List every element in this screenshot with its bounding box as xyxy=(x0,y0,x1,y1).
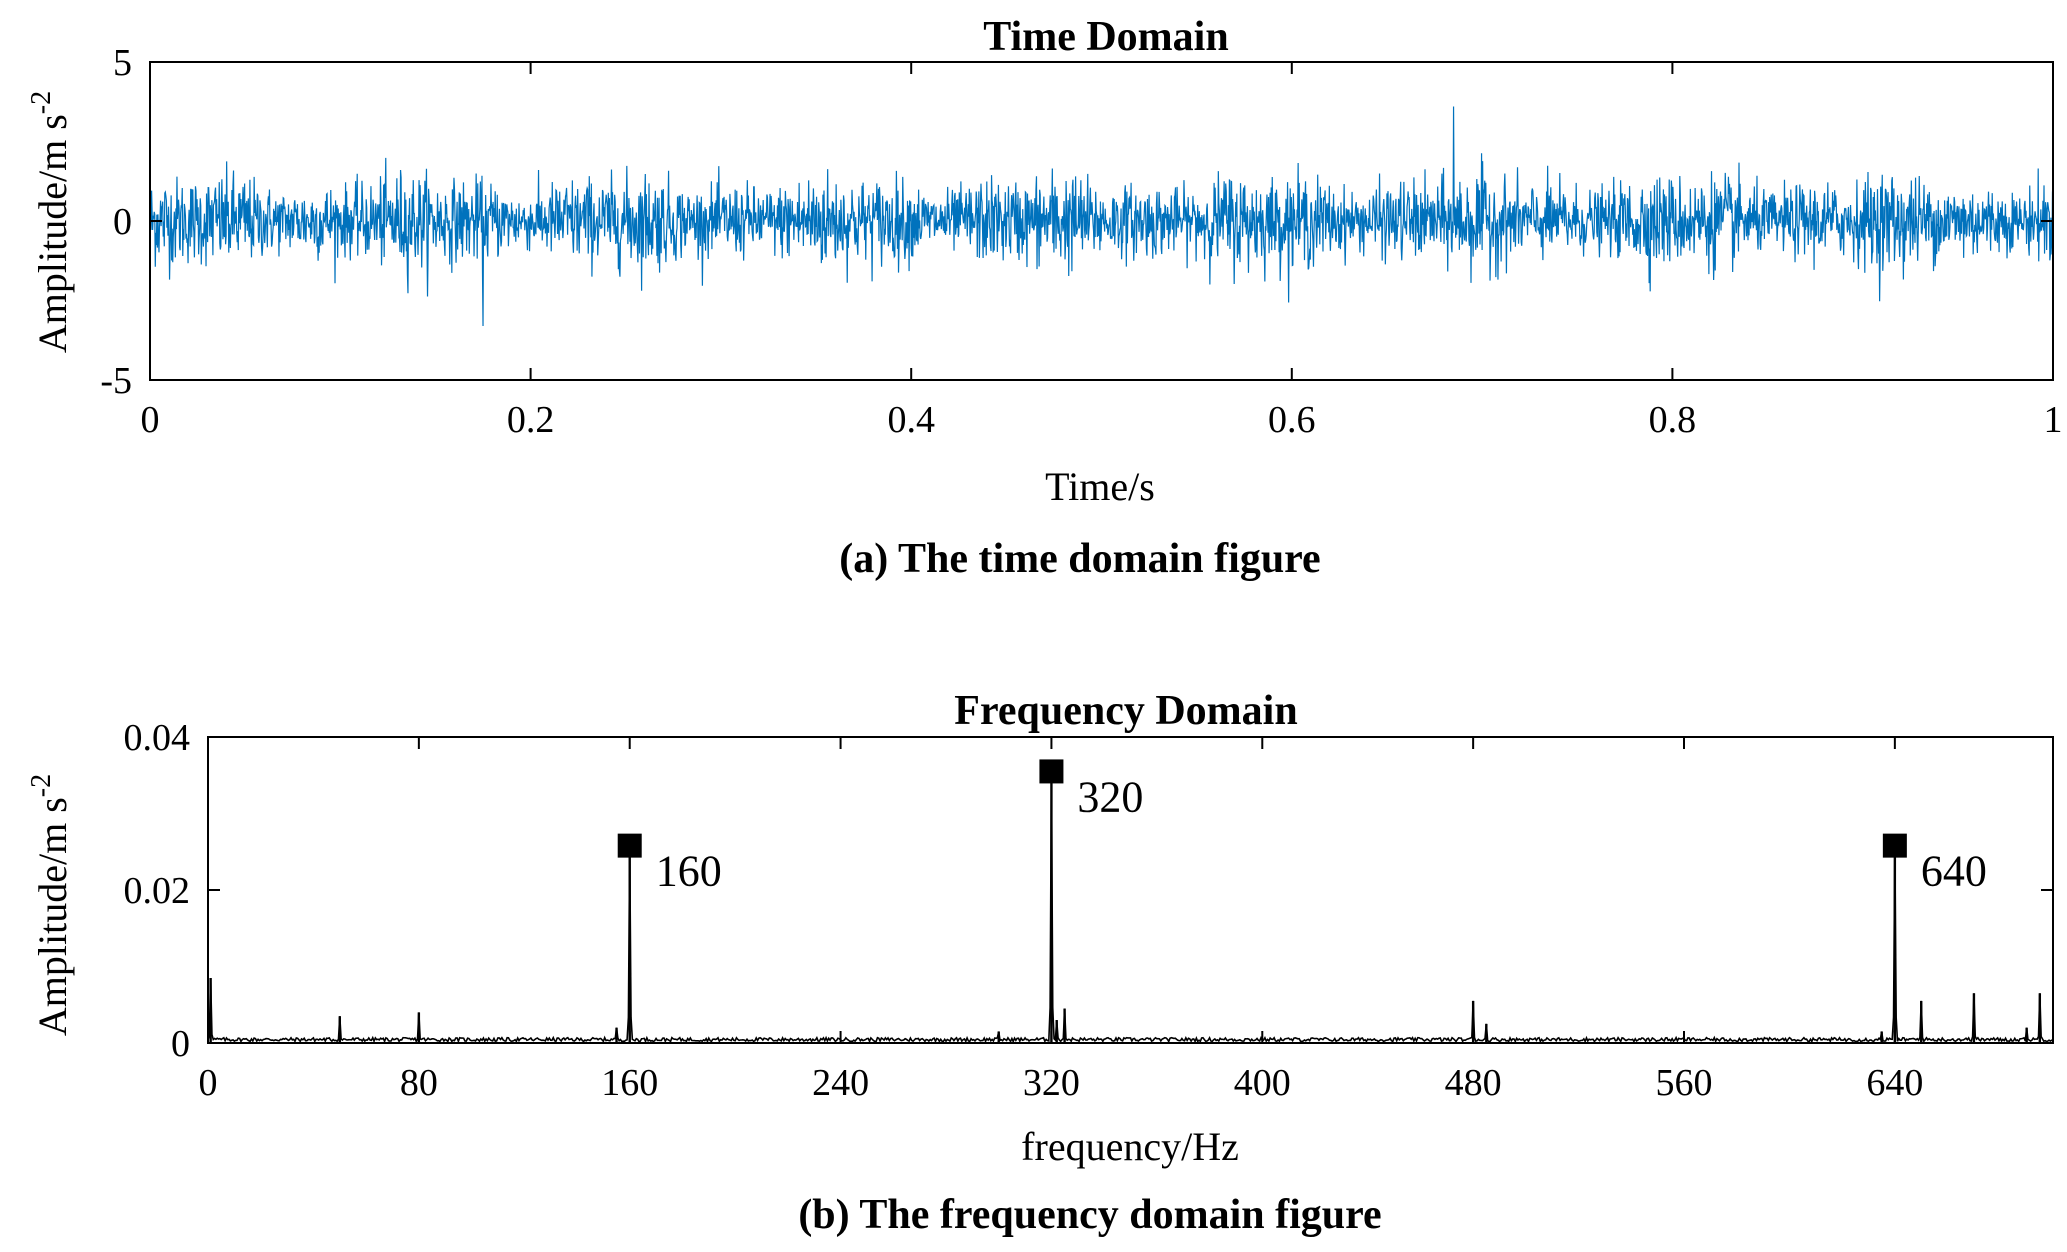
y-tick-label: 0 xyxy=(113,201,132,243)
chart-title: Frequency Domain xyxy=(954,688,1297,734)
y-axis-ticks: -5 0 5 xyxy=(100,42,2053,402)
y-axis-label-text: Amplitude/m s xyxy=(30,797,75,1036)
x-tick-label: 160 xyxy=(601,1062,658,1104)
x-tick-label: 0 xyxy=(199,1062,218,1104)
y-axis-label: Amplitude/m s-2 xyxy=(26,91,75,353)
spectrum-line xyxy=(207,771,2054,1044)
y-tick-label: 0.02 xyxy=(124,870,191,912)
x-tick-label: 400 xyxy=(1234,1062,1291,1104)
x-tick-label: 0.6 xyxy=(1268,399,1316,441)
y-tick-label: 5 xyxy=(113,42,132,84)
y-axis-label-text: Amplitude/m s xyxy=(30,114,75,353)
figure-caption: (b) The frequency domain figure xyxy=(798,1192,1381,1238)
frequency-domain-chart: Frequency Domain 160 320 640 0 80 160 240 320 4… xyxy=(26,688,2054,1238)
peak-marker xyxy=(617,833,642,858)
x-tick-label: 0 xyxy=(141,399,160,441)
y-tick-label: 0.04 xyxy=(124,717,191,759)
y-tick-label: -5 xyxy=(100,360,132,402)
x-tick-label: 0.2 xyxy=(507,399,555,441)
x-axis-label: frequency/Hz xyxy=(1021,1124,1239,1169)
figure-caption: (a) The time domain figure xyxy=(839,536,1320,582)
y-axis-label-exponent: -2 xyxy=(26,774,57,797)
time-signal-line xyxy=(149,106,2054,326)
x-tick-label: 480 xyxy=(1445,1062,1502,1104)
peak-label: 160 xyxy=(656,847,722,896)
x-axis-label: Time/s xyxy=(1045,464,1155,509)
peak-marker xyxy=(1882,833,1907,858)
x-tick-label: 0.4 xyxy=(887,399,935,441)
chart-title: Time Domain xyxy=(983,14,1228,60)
x-tick-label: 0.8 xyxy=(1649,399,1697,441)
spectrum-series: 160 320 640 xyxy=(207,759,2054,1044)
y-axis-ticks: 0 0.02 0.04 xyxy=(124,717,2053,1065)
peak-marker xyxy=(1039,759,1064,784)
y-axis-label: Amplitude/m s-2 xyxy=(26,774,75,1036)
x-tick-label: 1 xyxy=(2044,399,2063,441)
x-axis-ticks: 0 0.2 0.4 0.6 0.8 1 xyxy=(141,62,2063,441)
x-tick-label: 640 xyxy=(1866,1062,1923,1104)
x-tick-label: 80 xyxy=(400,1062,438,1104)
x-tick-label: 560 xyxy=(1656,1062,1713,1104)
peak-label: 320 xyxy=(1077,772,1143,821)
time-domain-chart: Time Domain 0 0.2 0.4 0.6 0.8 1 -505 Time/s A… xyxy=(26,14,2063,582)
y-axis-label-exponent: -2 xyxy=(26,91,57,114)
time-signal-series xyxy=(149,106,2054,326)
x-axis-ticks: 0 80 160 240 320 400 480 560 640 xyxy=(199,737,1923,1104)
x-tick-label: 320 xyxy=(1023,1062,1080,1104)
peak-label: 640 xyxy=(1921,847,1987,896)
y-tick-label: 0 xyxy=(171,1023,190,1065)
x-tick-label: 240 xyxy=(812,1062,869,1104)
